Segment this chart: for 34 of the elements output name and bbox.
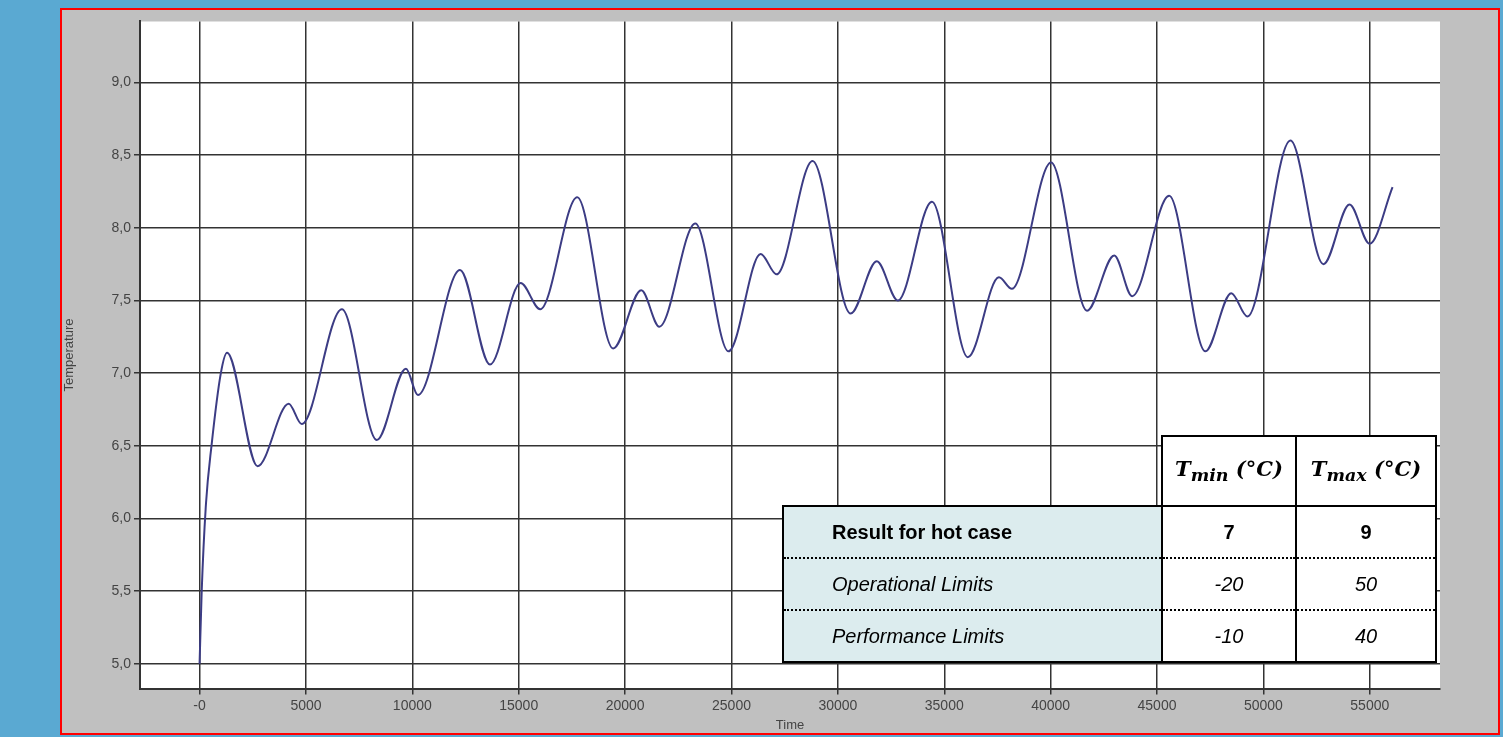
x-tick-label: 45000	[1137, 696, 1177, 713]
annotation: Operational Limits	[783, 558, 1162, 610]
y-tick-label: 8,0	[111, 218, 132, 235]
annotation: T$_{max}$ (°C)	[1296, 436, 1436, 506]
annotation: 40	[1296, 610, 1436, 662]
annotation: 9	[1296, 506, 1436, 558]
x-tick-label: 40000	[1031, 696, 1071, 713]
y-tick-label: 7,5	[111, 291, 132, 308]
x-tick-label: 30000	[818, 696, 858, 713]
x-tick-label: 50000	[1243, 696, 1284, 713]
y-tick-label: 5,0	[111, 654, 132, 671]
y-tick-label: 6,0	[111, 509, 132, 526]
annotation: Result for hot case	[783, 506, 1162, 558]
x-tick-label: 10000	[392, 696, 433, 713]
annotation: 50	[1296, 558, 1436, 610]
x-tick-label: 15000	[499, 696, 539, 713]
x-axis-title: Time	[775, 716, 805, 732]
y-tick-label: 5,5	[111, 582, 132, 599]
annotation: T$_{min}$ (°C)	[1162, 436, 1296, 506]
x-tick-label: -0	[193, 696, 207, 713]
y-tick-label: 8,5	[111, 145, 132, 162]
x-tick-label: 20000	[605, 696, 645, 713]
x-tick-label: 35000	[924, 696, 964, 713]
annotation: Performance Limits	[783, 610, 1162, 662]
x-tick-label: 25000	[712, 696, 752, 713]
annotation: 7	[1162, 506, 1296, 558]
y-axis-title: Temperature	[61, 318, 77, 392]
x-tick-label: 5000	[290, 696, 322, 713]
annotation: -20	[1162, 558, 1296, 610]
y-tick-label: 9,0	[111, 73, 132, 90]
y-tick-label: 6,5	[111, 436, 132, 453]
annotation: -10	[1162, 610, 1296, 662]
y-tick-label: 7,0	[111, 364, 132, 381]
x-tick-label: 55000	[1350, 696, 1390, 713]
